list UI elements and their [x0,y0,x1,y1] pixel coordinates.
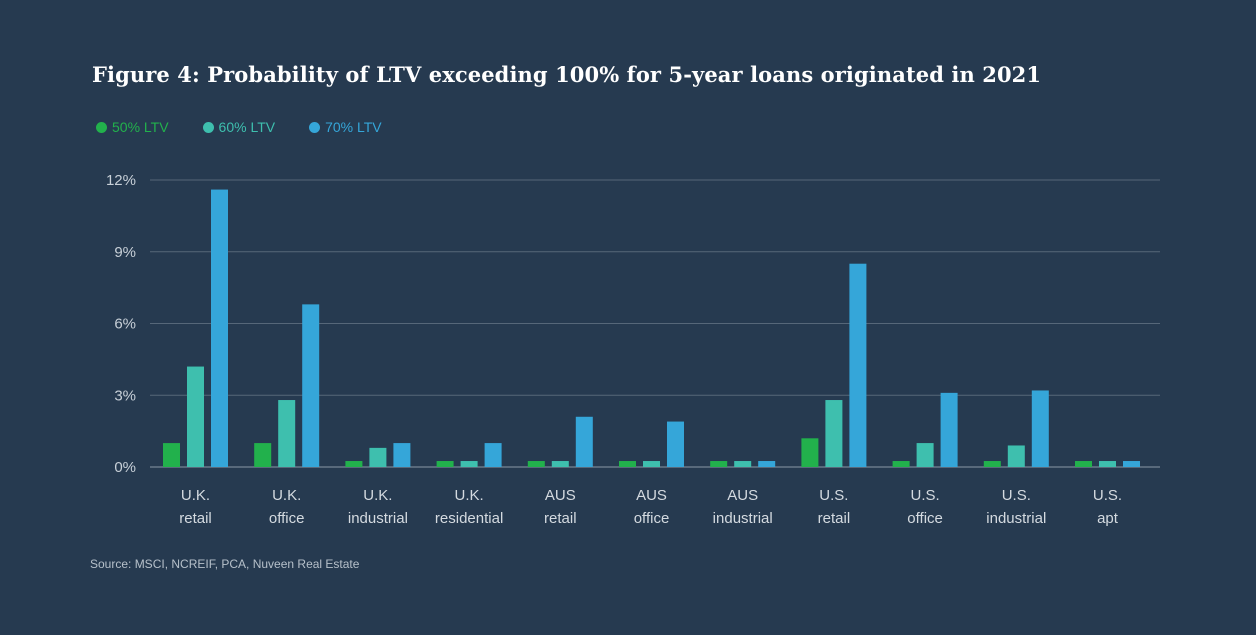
bar-3-0 [436,461,454,467]
chart-title: Figure 4: Probability of LTV exceeding 1… [92,62,1042,87]
x-tick-label-3-line2: residential [435,510,503,527]
bar-7-2 [849,263,867,467]
source-note: Source: MSCI, NCREIF, PCA, Nuveen Real E… [90,557,360,571]
legend-label-50: 50% LTV [112,119,169,135]
bar-8-1 [916,443,934,467]
bar-3-2 [484,443,502,467]
bar-4-2 [575,416,593,467]
bar-3-1 [460,461,478,467]
bar-9-1 [1007,445,1025,467]
bar-0-2 [211,189,228,468]
x-tick-label-10-line1: U.S. [1093,487,1122,504]
x-tick-label-0-line2: retail [179,510,212,527]
y-tick-label-9: 9% [114,244,136,261]
x-tick-label-9-line2: industrial [986,510,1046,527]
bar-0-1 [187,366,204,467]
x-tick-label-1-line2: office [269,510,305,527]
legend-dot-60-icon [202,121,214,133]
bar-7-0 [801,438,819,467]
x-tick-label-10-line2: apt [1097,510,1119,527]
y-tick-label-6: 6% [114,316,136,333]
x-tick-label-2-line2: industrial [348,510,408,527]
bar-2-2 [393,443,411,467]
bar-9-0 [983,461,1001,467]
bar-5-0 [619,461,636,467]
bar-7-1 [825,400,843,467]
x-tick-label-7-line1: U.S. [819,487,848,504]
bar-1-2 [302,304,320,467]
y-tick-label-12: 12% [106,172,136,189]
x-tick-label-8-line2: office [907,510,943,527]
bar-5-1 [643,461,660,467]
bar-10-0 [1075,461,1092,467]
x-tick-label-6-line2: industrial [713,510,773,527]
legend-label-70: 70% LTV [325,119,382,135]
legend-item-70: 70% LTV [309,119,382,135]
bar-4-1 [551,461,569,467]
legend-item-60: 60% LTV [202,119,276,135]
bar-10-2 [1123,461,1140,467]
legend-dot-70-icon [309,121,321,133]
x-tick-label-9-line1: U.S. [1002,487,1031,504]
bar-9-2 [1031,390,1049,467]
x-tick-label-4-line1: AUS [545,487,576,504]
bar-0-0 [163,443,180,467]
bar-6-1 [734,461,752,467]
y-tick-label-3: 3% [114,387,136,404]
x-tick-label-5-line2: office [634,510,670,527]
bar-2-1 [369,447,387,467]
bar-6-0 [710,461,728,467]
bar-6-2 [758,461,776,467]
bar-2-0 [345,461,363,467]
x-tick-label-3-line1: U.K. [455,487,484,504]
bar-4-0 [527,461,545,467]
bar-8-2 [940,392,958,467]
x-tick-label-8-line1: U.S. [911,487,940,504]
legend: 50% LTV 60% LTV 70% LTV [96,119,382,135]
legend-dot-50-icon [96,121,107,133]
legend-item-50: 50% LTV [96,119,169,135]
bar-1-0 [254,443,272,467]
bar-8-0 [892,461,910,467]
x-tick-label-6-line1: AUS [727,487,758,504]
x-tick-label-0-line1: U.K. [181,487,210,504]
x-tick-label-4-line2: retail [544,510,577,527]
bar-10-1 [1099,461,1116,467]
y-tick-label-0: 0% [114,459,136,476]
bar-1-1 [278,400,296,467]
x-tick-label-5-line1: AUS [636,487,667,504]
legend-label-60: 60% LTV [218,119,276,135]
x-tick-label-2-line1: U.K. [363,487,392,504]
x-tick-label-7-line2: retail [818,510,851,527]
x-tick-label-1-line1: U.K. [272,487,301,504]
bar-5-2 [667,421,684,467]
